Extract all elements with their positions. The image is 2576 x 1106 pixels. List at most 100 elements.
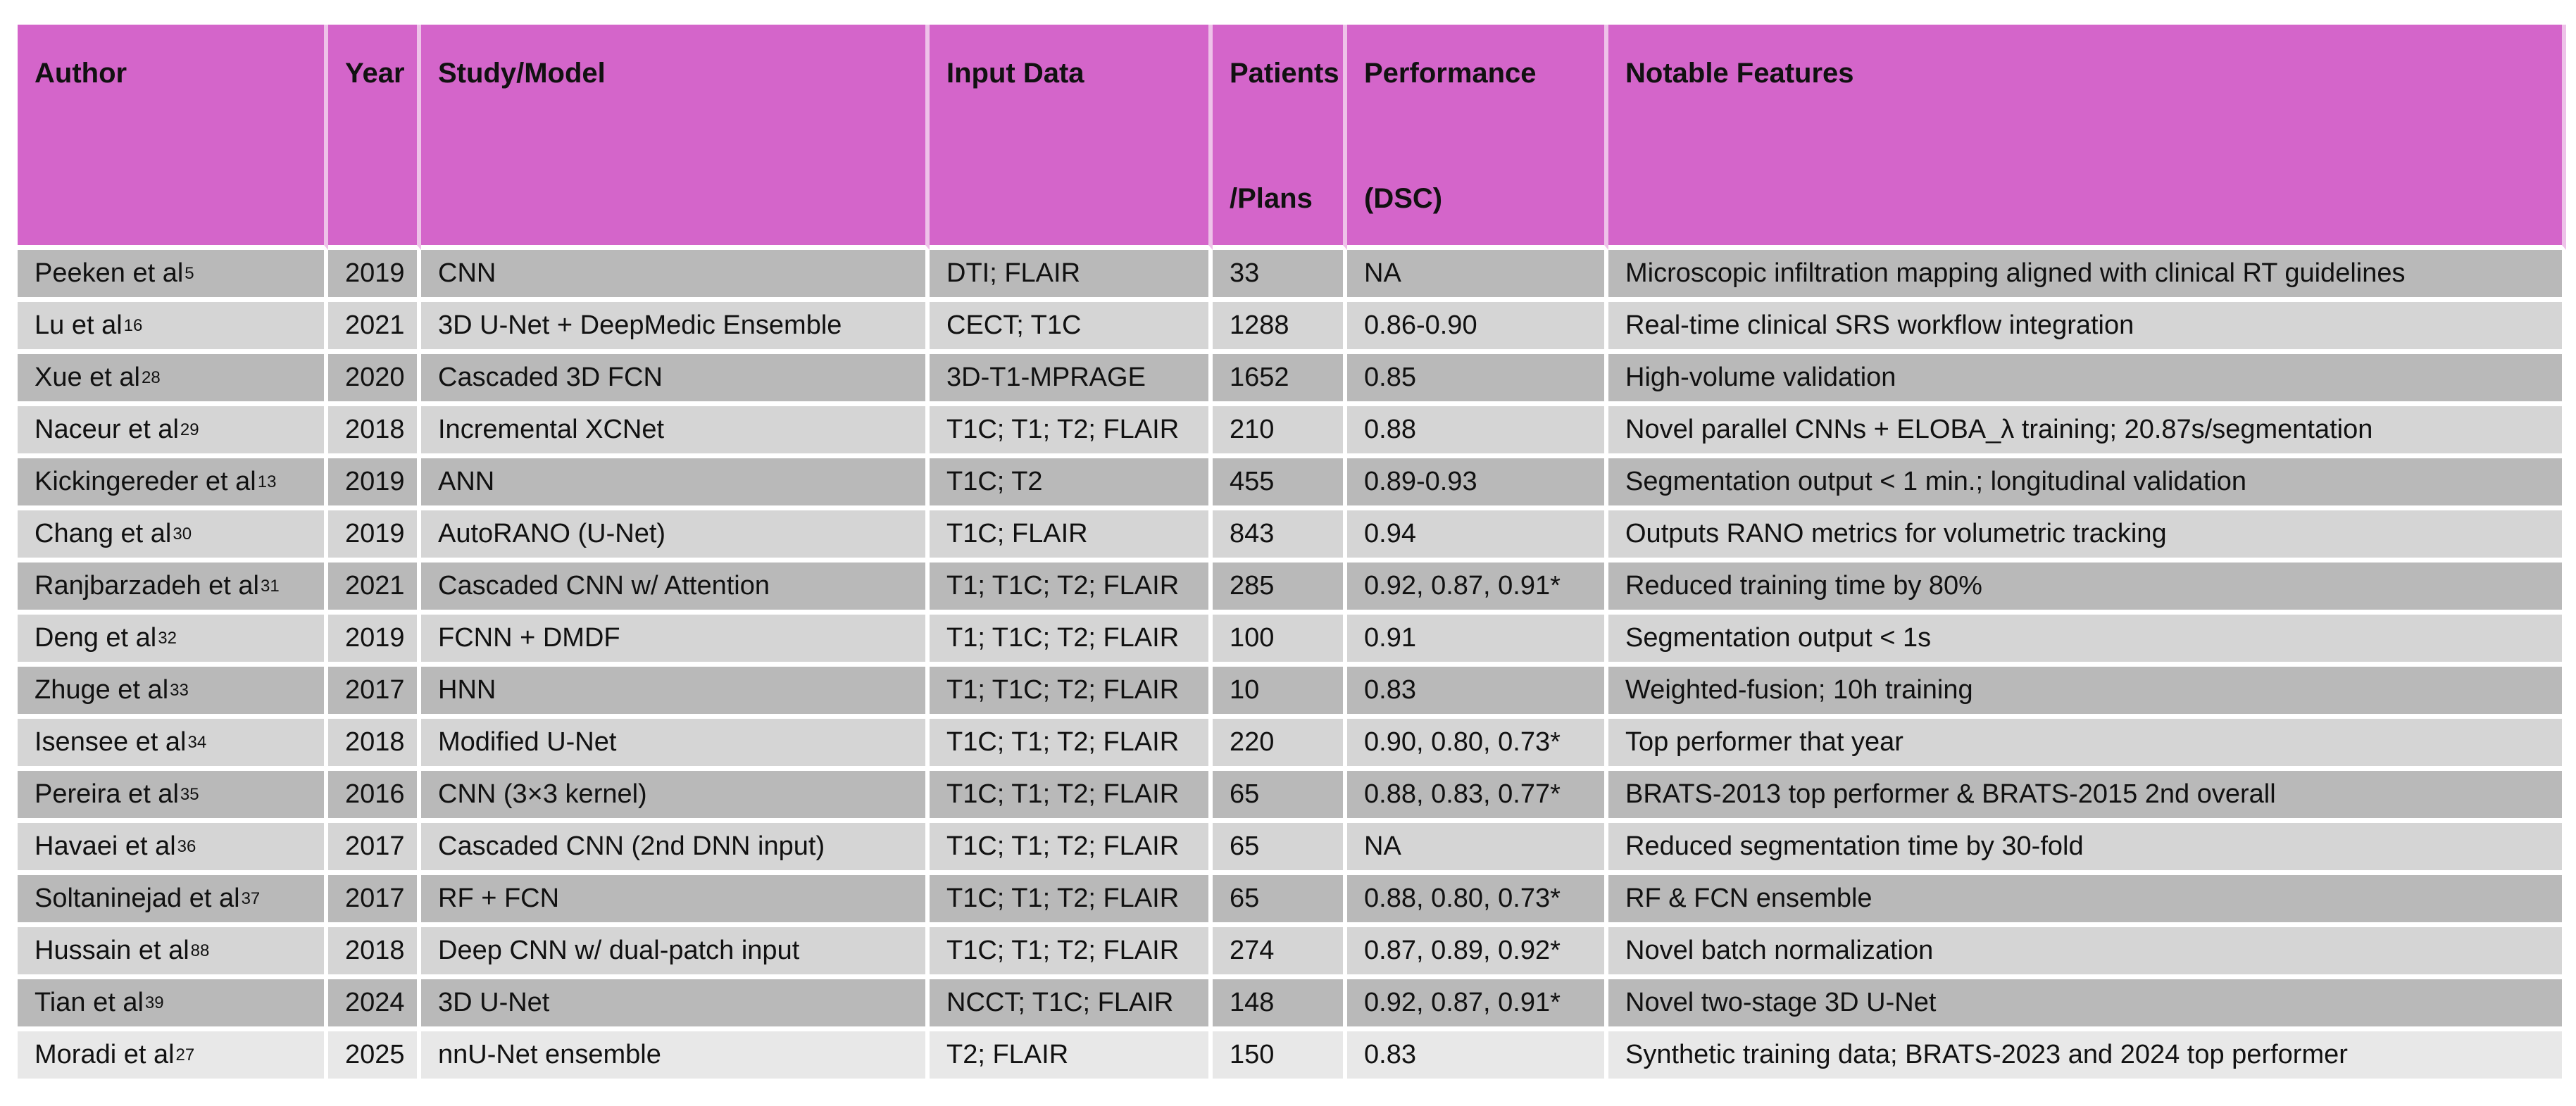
header-year: Year: [328, 25, 421, 250]
study-cell: HNN: [421, 667, 930, 719]
performance-cell: 0.88, 0.80, 0.73*: [1347, 875, 1608, 927]
input-cell: NCCT; T1C; FLAIR: [930, 979, 1213, 1031]
header-author: Author: [18, 25, 328, 250]
header-patients-line2: /Plans: [1230, 183, 1313, 214]
year-cell: 2017: [328, 823, 421, 875]
author-cell: Ranjbarzadeh et al 31: [18, 563, 328, 615]
performance-cell: 0.92, 0.87, 0.91*: [1347, 563, 1608, 615]
input-cell: T1C; T1; T2; FLAIR: [930, 927, 1213, 979]
author-cell: Kickingereder et al 13: [18, 458, 328, 510]
features-cell: Weighted-fusion; 10h training: [1608, 667, 2566, 719]
input-cell: CECT; T1C: [930, 302, 1213, 354]
input-cell: T1C; T1; T2; FLAIR: [930, 771, 1213, 823]
performance-cell: 0.92, 0.87, 0.91*: [1347, 979, 1608, 1031]
patients-cell: 150: [1213, 1031, 1347, 1083]
header-year-label: Year: [345, 58, 405, 89]
features-cell: Novel batch normalization: [1608, 927, 2566, 979]
year-cell: 2019: [328, 250, 421, 302]
header-input-data: Input Data: [930, 25, 1213, 250]
input-cell: T1; T1C; T2; FLAIR: [930, 615, 1213, 667]
study-cell: FCNN + DMDF: [421, 615, 930, 667]
study-cell: ANN: [421, 458, 930, 510]
study-cell: CNN: [421, 250, 930, 302]
performance-cell: NA: [1347, 250, 1608, 302]
author-cell: Zhuge et al 33: [18, 667, 328, 719]
input-cell: T1; T1C; T2; FLAIR: [930, 563, 1213, 615]
header-patients-plans: Patients/Plans: [1213, 25, 1347, 250]
input-cell: T1C; T2: [930, 458, 1213, 510]
input-cell: T1C; FLAIR: [930, 510, 1213, 563]
study-cell: RF + FCN: [421, 875, 930, 927]
performance-cell: 0.91: [1347, 615, 1608, 667]
features-cell: Reduced training time by 80%: [1608, 563, 2566, 615]
year-cell: 2021: [328, 302, 421, 354]
header-study-model: Study/Model: [421, 25, 930, 250]
author-cell: Soltaninejad et al 37: [18, 875, 328, 927]
patients-cell: 10: [1213, 667, 1347, 719]
year-cell: 2025: [328, 1031, 421, 1083]
performance-cell: 0.85: [1347, 354, 1608, 406]
author-cell: Xue et al 28: [18, 354, 328, 406]
header-performance-line2: (DSC): [1364, 183, 1443, 214]
performance-cell: 0.90, 0.80, 0.73*: [1347, 719, 1608, 771]
author-cell: Isensee et al 34: [18, 719, 328, 771]
patients-cell: 100: [1213, 615, 1347, 667]
patients-cell: 148: [1213, 979, 1347, 1031]
year-cell: 2016: [328, 771, 421, 823]
patients-cell: 1652: [1213, 354, 1347, 406]
study-cell: 3D U-Net + DeepMedic Ensemble: [421, 302, 930, 354]
features-cell: Real-time clinical SRS workflow integrat…: [1608, 302, 2566, 354]
author-cell: Lu et al 16: [18, 302, 328, 354]
features-cell: Outputs RANO metrics for volumetric trac…: [1608, 510, 2566, 563]
study-cell: Cascaded 3D FCN: [421, 354, 930, 406]
patients-cell: 274: [1213, 927, 1347, 979]
performance-cell: 0.94: [1347, 510, 1608, 563]
patients-cell: 843: [1213, 510, 1347, 563]
author-cell: Pereira et al 35: [18, 771, 328, 823]
performance-cell: 0.88: [1347, 406, 1608, 458]
author-cell: Chang et al 30: [18, 510, 328, 563]
year-cell: 2018: [328, 406, 421, 458]
study-cell: CNN (3×3 kernel): [421, 771, 930, 823]
year-cell: 2019: [328, 510, 421, 563]
input-cell: T1C; T1; T2; FLAIR: [930, 823, 1213, 875]
features-cell: Reduced segmentation time by 30-fold: [1608, 823, 2566, 875]
header-patients-line1: Patients: [1230, 58, 1339, 89]
input-cell: T1C; T1; T2; FLAIR: [930, 875, 1213, 927]
input-cell: T2; FLAIR: [930, 1031, 1213, 1083]
patients-cell: 65: [1213, 771, 1347, 823]
year-cell: 2021: [328, 563, 421, 615]
features-cell: Novel parallel CNNs + ELOBA_λ training; …: [1608, 406, 2566, 458]
patients-cell: 285: [1213, 563, 1347, 615]
study-cell: Deep CNN w/ dual-patch input: [421, 927, 930, 979]
header-notable-features: Notable Features: [1608, 25, 2566, 250]
year-cell: 2018: [328, 719, 421, 771]
input-cell: T1; T1C; T2; FLAIR: [930, 667, 1213, 719]
header-performance-line1: Performance: [1364, 58, 1537, 89]
features-cell: BRATS-2013 top performer & BRATS-2015 2n…: [1608, 771, 2566, 823]
input-cell: T1C; T1; T2; FLAIR: [930, 406, 1213, 458]
author-cell: Moradi et al 27: [18, 1031, 328, 1083]
study-cell: AutoRANO (U-Net): [421, 510, 930, 563]
performance-cell: NA: [1347, 823, 1608, 875]
patients-cell: 65: [1213, 875, 1347, 927]
year-cell: 2019: [328, 458, 421, 510]
year-cell: 2020: [328, 354, 421, 406]
patients-cell: 1288: [1213, 302, 1347, 354]
features-cell: Synthetic training data; BRATS-2023 and …: [1608, 1031, 2566, 1083]
study-cell: Incremental XCNet: [421, 406, 930, 458]
year-cell: 2019: [328, 615, 421, 667]
features-cell: Segmentation output < 1s: [1608, 615, 2566, 667]
patients-cell: 65: [1213, 823, 1347, 875]
author-cell: Peeken et al 5: [18, 250, 328, 302]
performance-cell: 0.88, 0.83, 0.77*: [1347, 771, 1608, 823]
features-cell: Top performer that year: [1608, 719, 2566, 771]
features-cell: Segmentation output < 1 min.; longitudin…: [1608, 458, 2566, 510]
header-features-label: Notable Features: [1625, 58, 1854, 89]
author-cell: Deng et al 32: [18, 615, 328, 667]
study-cell: Modified U-Net: [421, 719, 930, 771]
header-input-label: Input Data: [946, 58, 1084, 89]
study-cell: nnU-Net ensemble: [421, 1031, 930, 1083]
performance-cell: 0.83: [1347, 1031, 1608, 1083]
